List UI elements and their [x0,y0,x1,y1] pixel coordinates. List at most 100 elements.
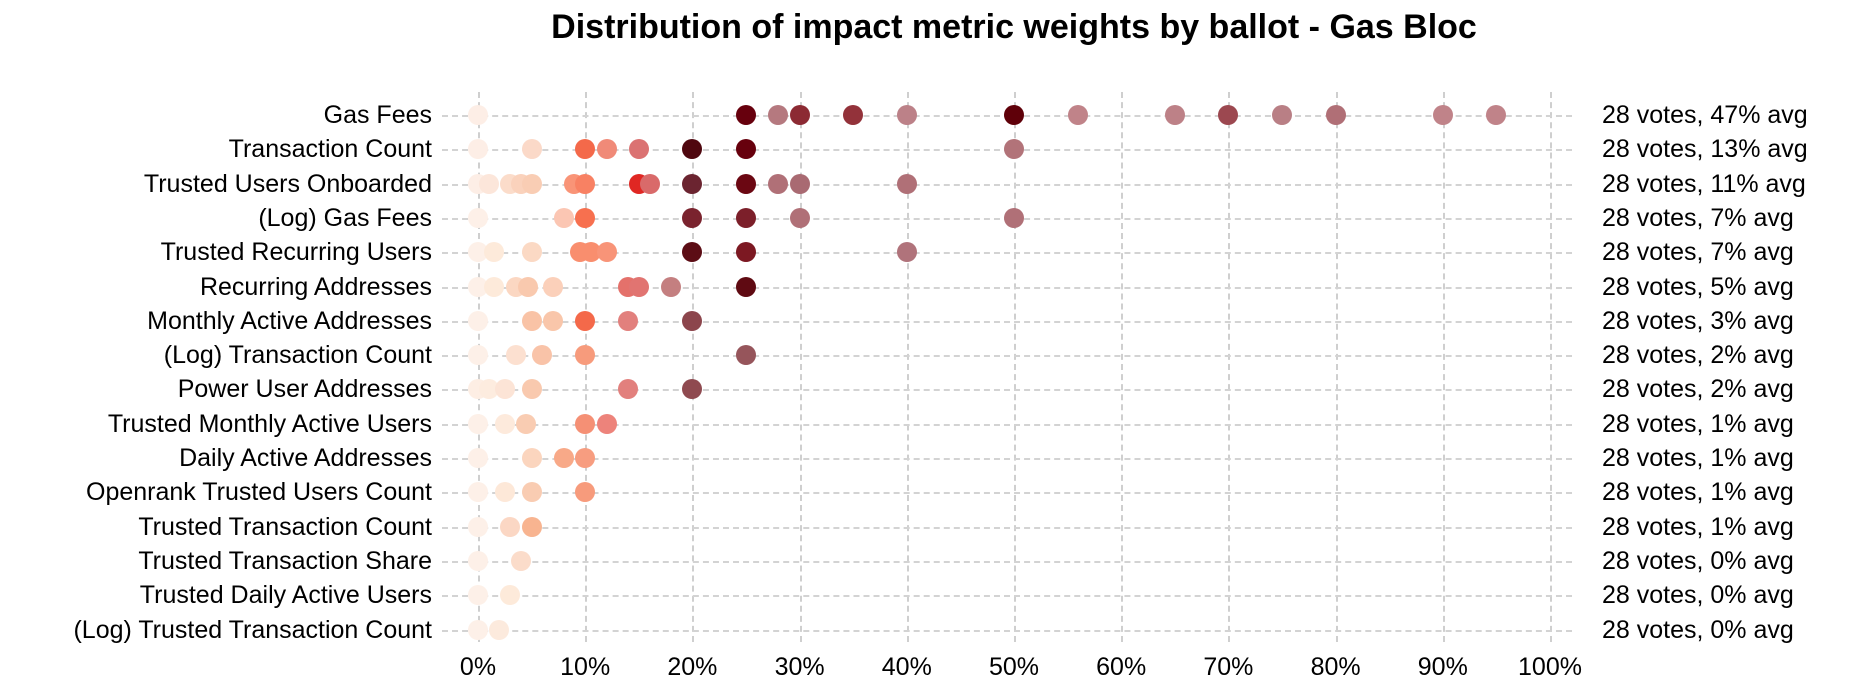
data-dot [494,413,515,434]
data-dot [494,482,515,503]
row-label: Power User Addresses [177,375,432,404]
row-annotation: 28 votes, 2% avg [1602,375,1794,404]
x-tick-label: 90% [1417,653,1468,681]
grid-h [442,320,1572,323]
row-label: Openrank Trusted Users Count [86,478,432,507]
data-dot [521,448,542,468]
data-dot [510,550,531,571]
grid-h [442,458,1572,460]
data-dot [521,310,542,331]
grid-v [1442,92,1445,642]
data-dot [736,105,756,125]
row-label: Trusted Transaction Share [138,546,432,575]
grid-v [478,92,480,642]
row-annotation: 28 votes, 2% avg [1602,341,1794,370]
data-dot [521,173,542,194]
data-dot [521,516,542,537]
row-annotation: 28 votes, 0% avg [1602,581,1794,610]
data-dot [1486,105,1507,125]
grid-h [442,629,1572,632]
data-dot [1325,105,1346,125]
data-dot [468,516,488,537]
x-tick-label: 60% [1096,653,1147,681]
data-dot [553,207,574,228]
data-dot [789,173,810,194]
data-dot [682,207,703,228]
data-dot [1432,105,1453,125]
data-dot [468,448,488,468]
data-dot [575,413,596,434]
row-annotation: 28 votes, 13% avg [1602,135,1808,164]
data-dot [468,585,488,606]
grid-v [1014,92,1016,642]
grid-v [906,92,909,642]
row-label: Trusted Users Onboarded [143,169,432,198]
grid-h [442,355,1572,358]
x-tick-label: 70% [1203,653,1254,681]
row-annotation: 28 votes, 5% avg [1602,272,1794,301]
data-dot [768,173,789,194]
data-dot [575,139,596,160]
row-label: (Log) Gas Fees [258,203,432,232]
data-dot [532,345,553,366]
chart-title: Distribution of impact metric weights by… [551,8,1477,46]
data-dot [505,345,526,366]
data-dot [468,413,488,434]
row-label: Daily Active Addresses [179,444,432,472]
data-dot [628,276,649,297]
data-dot [521,242,542,263]
data-dot [789,105,810,125]
data-dot [618,379,639,400]
row-label: Transaction Count [228,135,432,164]
data-dot [736,276,756,297]
data-dot [639,173,660,194]
row-annotation: 28 votes, 47% avg [1602,101,1808,129]
data-dot [1272,105,1292,125]
row-annotation: 28 votes, 1% avg [1602,512,1794,541]
x-tick-label: 20% [667,653,718,681]
row-label: (Log) Trusted Transaction Count [73,615,432,644]
row-annotation: 28 votes, 7% avg [1602,203,1794,232]
row-label: Trusted Monthly Active Users [107,409,432,438]
x-tick-label: 100% [1518,653,1582,681]
data-dot [468,276,488,297]
data-dot [1004,207,1024,228]
grid-h [442,492,1572,495]
grid-v [692,92,695,642]
grid-v [799,92,802,642]
grid-h [442,560,1572,563]
data-dot [478,379,499,400]
data-dot [596,413,617,434]
x-tick-label: 50% [988,653,1040,681]
data-dot [1004,105,1024,125]
data-dot [518,276,539,297]
grid-v [1228,92,1231,642]
row-label: Trusted Daily Active Users [139,581,432,610]
data-dot [575,345,596,366]
data-dot [1218,105,1239,125]
data-dot [484,242,505,263]
data-dot [580,242,601,263]
row-label: Trusted Recurring Users [160,238,432,267]
row-annotation: 28 votes, 0% avg [1602,546,1794,575]
data-dot [468,550,488,571]
row-label: Monthly Active Addresses [147,306,432,335]
data-dot [500,585,521,606]
data-dot [896,105,917,125]
data-dot [618,310,639,331]
data-dot [543,276,564,297]
data-dot [736,173,756,194]
row-annotation: 28 votes, 0% avg [1602,615,1794,644]
data-dot [896,242,917,263]
data-dot [521,482,542,503]
data-dot [575,173,596,194]
grid-h [442,183,1572,186]
data-dot [543,310,564,331]
row-annotation: 28 votes, 3% avg [1602,306,1794,335]
data-dot [660,276,681,297]
row-annotation: 28 votes, 1% avg [1602,478,1794,507]
data-dot [575,482,596,503]
grid-v [1121,92,1124,642]
data-dot [736,139,756,160]
